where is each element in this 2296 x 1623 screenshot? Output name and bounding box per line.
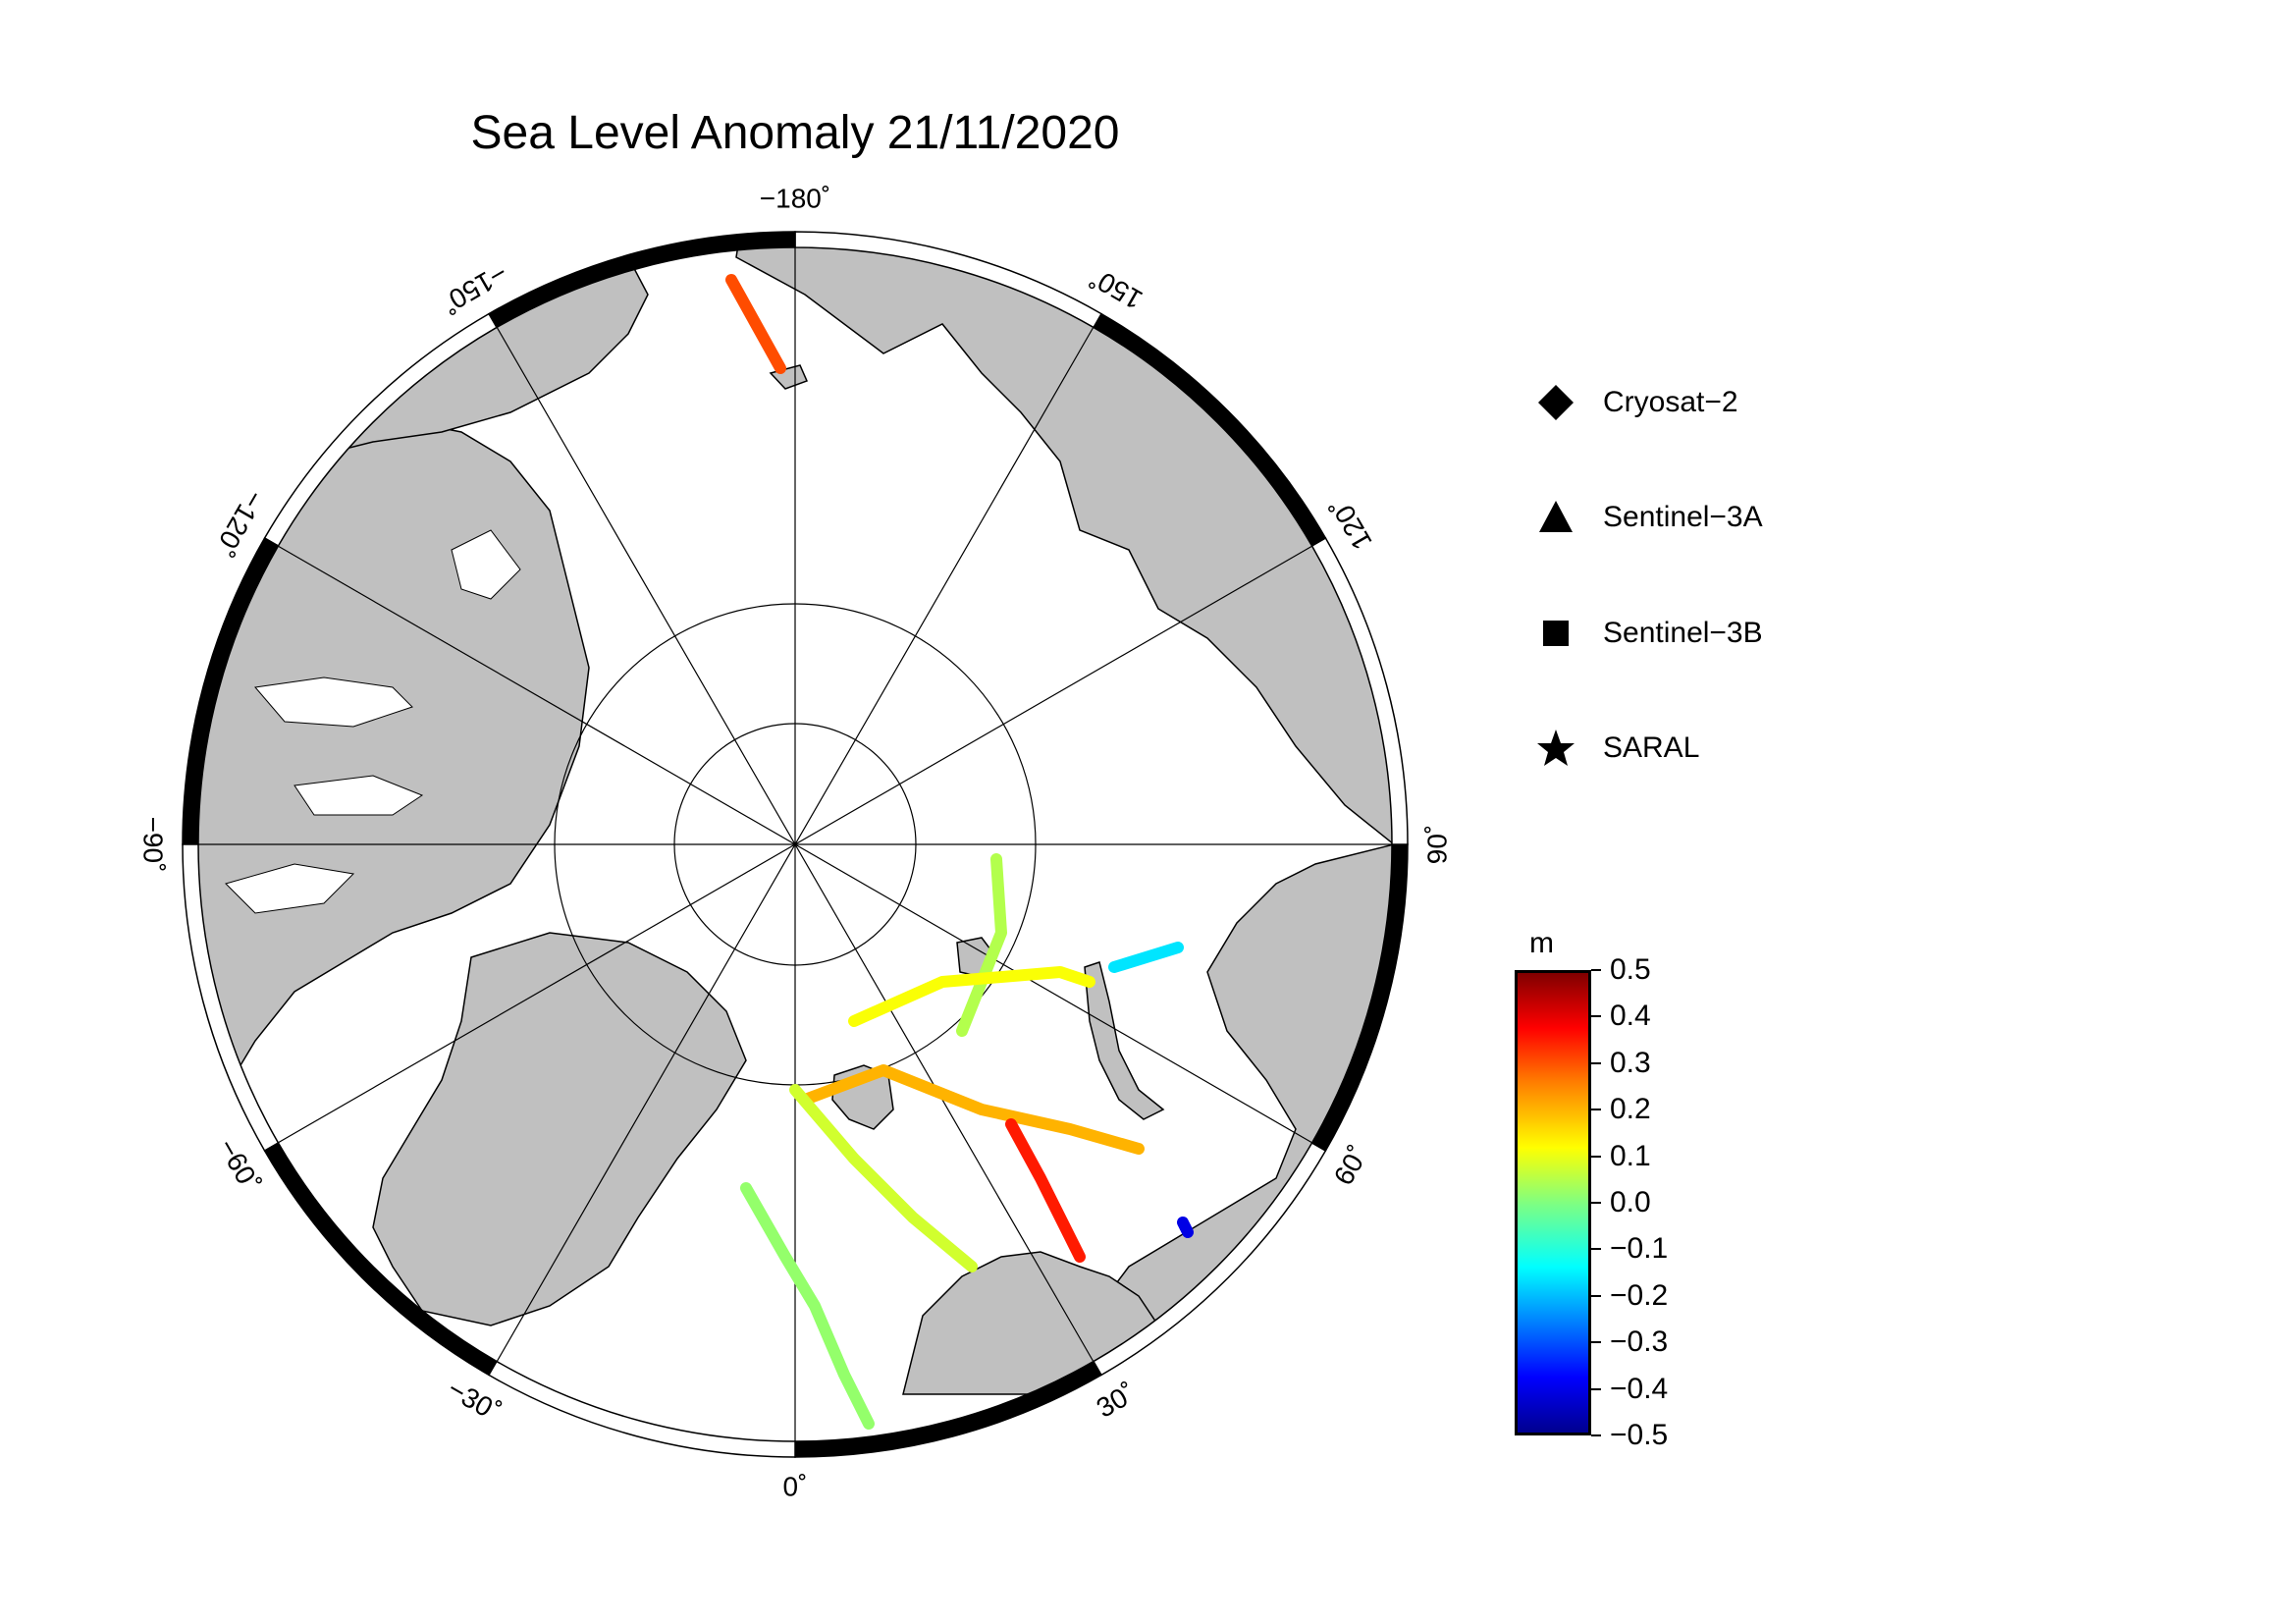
longitude-label: 150˚ <box>1085 261 1148 315</box>
colorbar-tick <box>1591 1387 1601 1390</box>
longitude-label: −180˚ <box>760 183 830 213</box>
longitude-label: 30˚ <box>1092 1378 1142 1424</box>
meridian-neg60 <box>277 545 1313 1144</box>
colorbar-tick-label: 0.5 <box>1610 953 1651 986</box>
track-svalbard-track-a <box>956 853 1007 1037</box>
legend-item-cryosat: Cryosat−2 <box>1536 381 1738 424</box>
colorbar-tick <box>1591 1434 1601 1436</box>
longitude-label: 60˚ <box>1328 1141 1374 1191</box>
colorbar-tick-label: 0.2 <box>1610 1093 1651 1126</box>
legend-label: Sentinel−3B <box>1603 617 1763 649</box>
track-kara-track <box>1108 942 1184 973</box>
legend-label: SARAL <box>1603 731 1700 764</box>
colorbar-tick <box>1591 1015 1601 1018</box>
colorbar-tick-label: 0.4 <box>1610 1000 1651 1033</box>
colorbar-tick-label: −0.1 <box>1610 1232 1669 1266</box>
colorbar-tick <box>1591 1294 1601 1297</box>
colorbar-tick-label: 0.0 <box>1610 1186 1651 1218</box>
colorbar-tick-label: −0.5 <box>1610 1419 1669 1451</box>
track-greenland-sea-track <box>789 1084 978 1272</box>
longitude-label: −30˚ <box>443 1374 507 1428</box>
channel-d <box>451 529 521 600</box>
colorbar-tick <box>1591 1061 1601 1064</box>
colorbar-tick <box>1591 969 1601 971</box>
legend-item-sentinel3b: Sentinel−3B <box>1536 612 1763 655</box>
track-barents-track-a <box>799 1064 1145 1155</box>
diamond-icon <box>1536 383 1575 422</box>
colorbar-unit: m <box>1529 927 1554 959</box>
colorbar-tick <box>1591 1155 1601 1158</box>
longitude-label: −60˚ <box>212 1134 266 1198</box>
colorbar-tick-label: −0.4 <box>1610 1372 1669 1405</box>
longitude-label: 0˚ <box>783 1471 808 1501</box>
track-norwegian-sea-track <box>740 1182 875 1430</box>
longitude-label: 90˚ <box>1421 825 1452 864</box>
channels-group <box>225 529 521 914</box>
channel-b <box>294 775 424 816</box>
legend-item-sentinel3a: Sentinel−3A <box>1536 496 1763 539</box>
graticule <box>198 247 1392 1441</box>
track-svalbard-track-b <box>848 966 1095 1027</box>
map-frame <box>182 231 1409 1458</box>
tracks-layer <box>725 274 1194 1430</box>
colorbar-tick <box>1591 1248 1601 1251</box>
land-greenland <box>372 932 747 1326</box>
star-icon <box>1536 729 1575 768</box>
channel-a <box>254 676 413 728</box>
colorbar-tick-label: 0.3 <box>1610 1046 1651 1079</box>
longitude-label: 120˚ <box>1324 492 1378 555</box>
triangle-icon <box>1536 498 1575 537</box>
land-novaya-zemlya <box>1084 961 1165 1120</box>
legend-label: Cryosat−2 <box>1603 386 1738 418</box>
track-barents-track-b <box>1005 1118 1086 1263</box>
colorbar-tick <box>1591 1341 1601 1344</box>
track-arctic-north-track <box>725 274 786 374</box>
colorbar-tick <box>1591 1109 1601 1111</box>
square-icon <box>1536 614 1575 653</box>
map-title: Sea Level Anomaly 21/11/2020 <box>470 107 1120 159</box>
colorbar-tick-label: −0.2 <box>1610 1278 1669 1312</box>
colorbar-tick-label: −0.3 <box>1610 1325 1669 1359</box>
legend-label: Sentinel−3A <box>1603 501 1763 533</box>
colorbar <box>1515 970 1591 1435</box>
legend-item-saral: SARAL <box>1536 727 1699 770</box>
colorbar-tick-label: 0.1 <box>1610 1139 1651 1172</box>
channel-c <box>225 863 355 914</box>
colorbar-tick <box>1591 1202 1601 1204</box>
longitude-label: −90˚ <box>138 817 169 873</box>
track-white-sea-point <box>1177 1217 1194 1238</box>
frame-segment <box>487 1360 796 1458</box>
